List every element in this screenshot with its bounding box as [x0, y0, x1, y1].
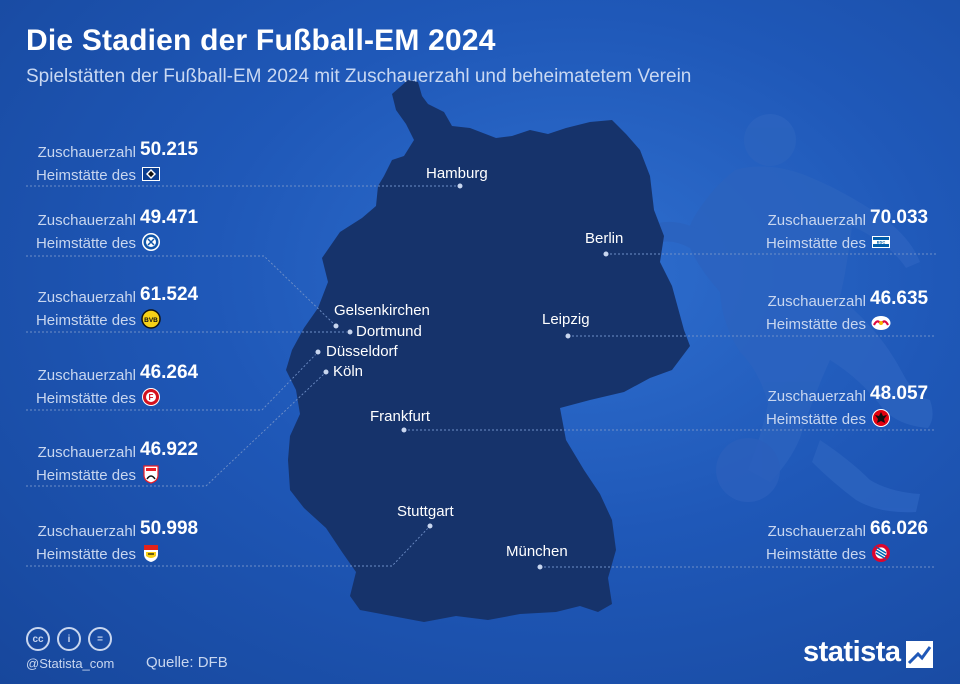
- svg-text:BVB: BVB: [144, 317, 158, 324]
- city-dot-muenchen[interactable]: [536, 563, 544, 571]
- home-label: Heimstätte des: [35, 312, 136, 329]
- city-label-dortmund: Dortmund: [356, 323, 422, 340]
- city-markers: [314, 182, 610, 571]
- by-icon[interactable]: i: [57, 627, 81, 651]
- stat-block-berlin: Zuschauerzahl 70.033 Heimstätte des BSC: [742, 207, 932, 253]
- capacity-label: Zuschauerzahl: [767, 388, 866, 405]
- leader-line-gelsenkirchen: [26, 255, 337, 327]
- city-label-hamburg: Hamburg: [426, 165, 488, 182]
- stat-block-koeln: Zuschauerzahl 46.922 Heimstätte des: [12, 439, 202, 485]
- stat-block-duesseldorf: Zuschauerzahl 46.264 Heimstätte des F: [12, 362, 202, 408]
- capacity-value-koeln: 46.922: [140, 439, 199, 460]
- leader-line-stuttgart: [26, 525, 431, 567]
- bvb-crest-icon: BVB: [141, 309, 161, 329]
- capacity-label: Zuschauerzahl: [767, 523, 866, 540]
- germany-map-shape: [286, 80, 690, 622]
- fortuna-crest-icon: F: [142, 388, 160, 406]
- cc-icon[interactable]: cc: [26, 627, 50, 651]
- page-subtitle: Spielstätten der Fußball-EM 2024 mit Zus…: [26, 66, 692, 87]
- home-label: Heimstätte des: [35, 467, 136, 484]
- stat-block-leipzig: Zuschauerzahl 46.635 Heimstätte des: [742, 288, 932, 334]
- city-dot-leipzig[interactable]: [564, 332, 572, 340]
- eintracht-crest-icon: [872, 409, 890, 427]
- home-label: Heimstätte des: [765, 411, 866, 428]
- capacity-value-stuttgart: 50.998: [140, 518, 199, 539]
- city-dot-dortmund[interactable]: [346, 328, 354, 336]
- home-label: Heimstätte des: [35, 390, 136, 407]
- vfb-crest-icon: [144, 545, 158, 562]
- city-dot-stuttgart[interactable]: [426, 522, 434, 530]
- capacity-value-hamburg: 50.215: [140, 139, 199, 160]
- leader-lines: [26, 185, 936, 568]
- capacity-label: Zuschauerzahl: [37, 523, 136, 540]
- city-dot-berlin[interactable]: [602, 250, 610, 258]
- home-label: Heimstätte des: [35, 167, 136, 184]
- capacity-value-berlin: 70.033: [870, 207, 929, 228]
- capacity-label: Zuschauerzahl: [37, 212, 136, 229]
- city-label-gelsenkirchen: Gelsenkirchen: [334, 302, 430, 319]
- city-dot-hamburg[interactable]: [456, 182, 464, 190]
- leader-line-koeln: [26, 371, 327, 487]
- capacity-value-muenchen: 66.026: [870, 518, 929, 539]
- football-icon: [716, 438, 780, 502]
- fc-koeln-crest-icon: [143, 465, 159, 484]
- home-label: Heimstätte des: [765, 546, 866, 563]
- source-note: Quelle: DFB: [146, 654, 228, 671]
- capacity-value-gelsenkirchen: 49.471: [140, 207, 199, 228]
- nd-icon[interactable]: =: [88, 627, 112, 651]
- city-label-koeln: Köln: [333, 363, 363, 380]
- capacity-label: Zuschauerzahl: [37, 289, 136, 306]
- svg-text:F: F: [149, 393, 154, 402]
- capacity-value-dortmund: 61.524: [140, 284, 199, 305]
- stat-block-dortmund: Zuschauerzahl 61.524 Heimstätte des BVB: [12, 284, 202, 330]
- schalke-crest-icon: [142, 233, 160, 251]
- statista-logo-icon[interactable]: [906, 641, 933, 668]
- stat-block-frankfurt: Zuschauerzahl 48.057 Heimstätte des: [742, 383, 932, 429]
- city-dot-frankfurt[interactable]: [400, 426, 408, 434]
- home-label: Heimstätte des: [35, 235, 136, 252]
- statista-logo-text[interactable]: statista: [803, 636, 901, 668]
- capacity-label: Zuschauerzahl: [767, 212, 866, 229]
- stat-block-stuttgart: Zuschauerzahl 50.998 Heimstätte des: [12, 518, 202, 564]
- home-label: Heimstätte des: [35, 546, 136, 563]
- city-dot-gelsenkirchen[interactable]: [332, 322, 340, 330]
- svg-text:BSC: BSC: [877, 240, 886, 245]
- capacity-label: Zuschauerzahl: [37, 367, 136, 384]
- city-label-frankfurt: Frankfurt: [370, 408, 431, 425]
- stat-block-hamburg: Zuschauerzahl 50.215 Heimstätte des: [12, 139, 202, 185]
- city-label-leipzig: Leipzig: [542, 311, 590, 328]
- hsv-crest-icon: [142, 167, 160, 181]
- capacity-label: Zuschauerzahl: [37, 444, 136, 461]
- fc-bayern-crest-icon: [872, 544, 890, 562]
- rb-leipzig-crest-icon: [871, 316, 891, 330]
- hertha-crest-icon: BSC: [872, 236, 890, 248]
- stat-block-gelsenkirchen: Zuschauerzahl 49.471 Heimstätte des: [12, 207, 202, 253]
- home-label: Heimstätte des: [765, 316, 866, 333]
- stat-block-muenchen: Zuschauerzahl 66.026 Heimstätte des: [742, 518, 932, 564]
- capacity-label: Zuschauerzahl: [37, 144, 136, 161]
- capacity-value-frankfurt: 48.057: [870, 383, 929, 404]
- capacity-value-leipzig: 46.635: [870, 288, 929, 309]
- leader-line-duesseldorf: [26, 351, 319, 411]
- home-label: Heimstätte des: [765, 235, 866, 252]
- city-label-duesseldorf: Düsseldorf: [326, 343, 399, 360]
- statista-handle[interactable]: @Statista_com: [26, 656, 115, 671]
- capacity-label: Zuschauerzahl: [767, 293, 866, 310]
- license-icons: cc i =: [26, 627, 112, 651]
- city-label-berlin: Berlin: [585, 230, 623, 247]
- city-label-stuttgart: Stuttgart: [397, 503, 455, 520]
- city-dot-koeln[interactable]: [322, 368, 330, 376]
- capacity-value-duesseldorf: 46.264: [140, 362, 199, 383]
- city-label-muenchen: München: [506, 543, 568, 560]
- page-title: Die Stadien der Fußball-EM 2024: [26, 24, 496, 57]
- city-dot-duesseldorf[interactable]: [314, 348, 322, 356]
